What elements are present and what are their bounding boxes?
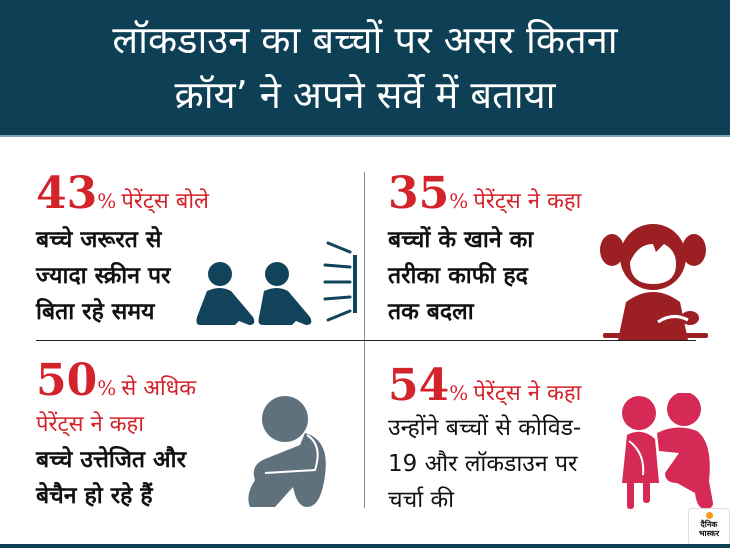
- percent-sign: %: [97, 376, 117, 400]
- parent-child-talking-icon: [622, 393, 713, 509]
- desc-line: बच्चों के खाने का: [388, 227, 534, 253]
- stat-number: 54: [388, 360, 450, 411]
- stat-50: 50% से अधिक: [36, 355, 196, 406]
- stat-54: 54% पेरेंट्स ने कहा: [388, 360, 581, 411]
- horizontal-divider: [36, 340, 696, 341]
- stat-description: बच्चे जरूरत से ज्यादा स्क्रीन पर बिता रह…: [36, 222, 170, 330]
- dainik-bhaskar-logo: दैनिक भास्कर: [688, 508, 730, 546]
- percent-sign: %: [97, 189, 117, 213]
- sad-sitting-child-icon: [248, 396, 326, 507]
- stat-43: 43% पेरेंट्स बोले: [36, 168, 209, 219]
- desc-line: चर्चा की: [388, 487, 455, 513]
- stat-label: से अधिक: [121, 376, 197, 401]
- stat-label-line-2: पेरेंट्स ने कहा: [36, 412, 144, 437]
- bottom-strip: [0, 544, 730, 548]
- stat-label: पेरेंट्स ने कहा: [473, 381, 582, 406]
- percent-sign: %: [449, 189, 469, 213]
- desc-line: 19 और लॉकडाउन पर: [388, 451, 578, 477]
- desc-line: तक बदला: [388, 299, 474, 325]
- logo-text-1: दैनिक: [700, 520, 718, 529]
- title-line-2: क्रॉय’ ने अपने सर्वे में बताया: [174, 73, 556, 117]
- stat-number: 35: [388, 168, 450, 219]
- header-banner: लॉकडाउन का बच्चों पर असर कितना क्रॉय’ ने…: [0, 0, 730, 137]
- stat-label: पेरेंट्स बोले: [121, 189, 209, 214]
- desc-line: बच्चे जरूरत से: [36, 227, 162, 253]
- stat-description: उन्होंने बच्चों से कोविड- 19 और लॉकडाउन …: [388, 410, 581, 518]
- logo-text-2: भास्कर: [698, 529, 720, 538]
- girl-eating-icon: [600, 224, 708, 340]
- stat-description: बच्चे उत्तेजित और बेचैन हो रहे हैं: [36, 442, 186, 514]
- stat-description: बच्चों के खाने का तरीका काफी हद तक बदला: [388, 222, 533, 330]
- title-line-1: लॉकडाउन का बच्चों पर असर कितना: [112, 18, 618, 62]
- desc-line: बच्चे उत्तेजित और: [36, 447, 186, 473]
- stat-35: 35% पेरेंट्स ने कहा: [388, 168, 581, 219]
- desc-line: ज्यादा स्क्रीन पर: [36, 263, 171, 289]
- desc-line: बेचैन हो रहे हैं: [36, 483, 153, 509]
- desc-line: बिता रहे समय: [36, 299, 155, 325]
- desc-line: उन्होंने बच्चों से कोविड-: [388, 415, 582, 441]
- stat-number: 43: [36, 168, 98, 219]
- stat-label: पेरेंट्स ने कहा: [473, 189, 582, 214]
- stat-number: 50: [36, 355, 98, 406]
- children-watching-screen-icon: [196, 241, 357, 325]
- percent-sign: %: [449, 381, 469, 405]
- desc-line: तरीका काफी हद: [388, 263, 528, 289]
- logo-sun-icon: [705, 512, 713, 519]
